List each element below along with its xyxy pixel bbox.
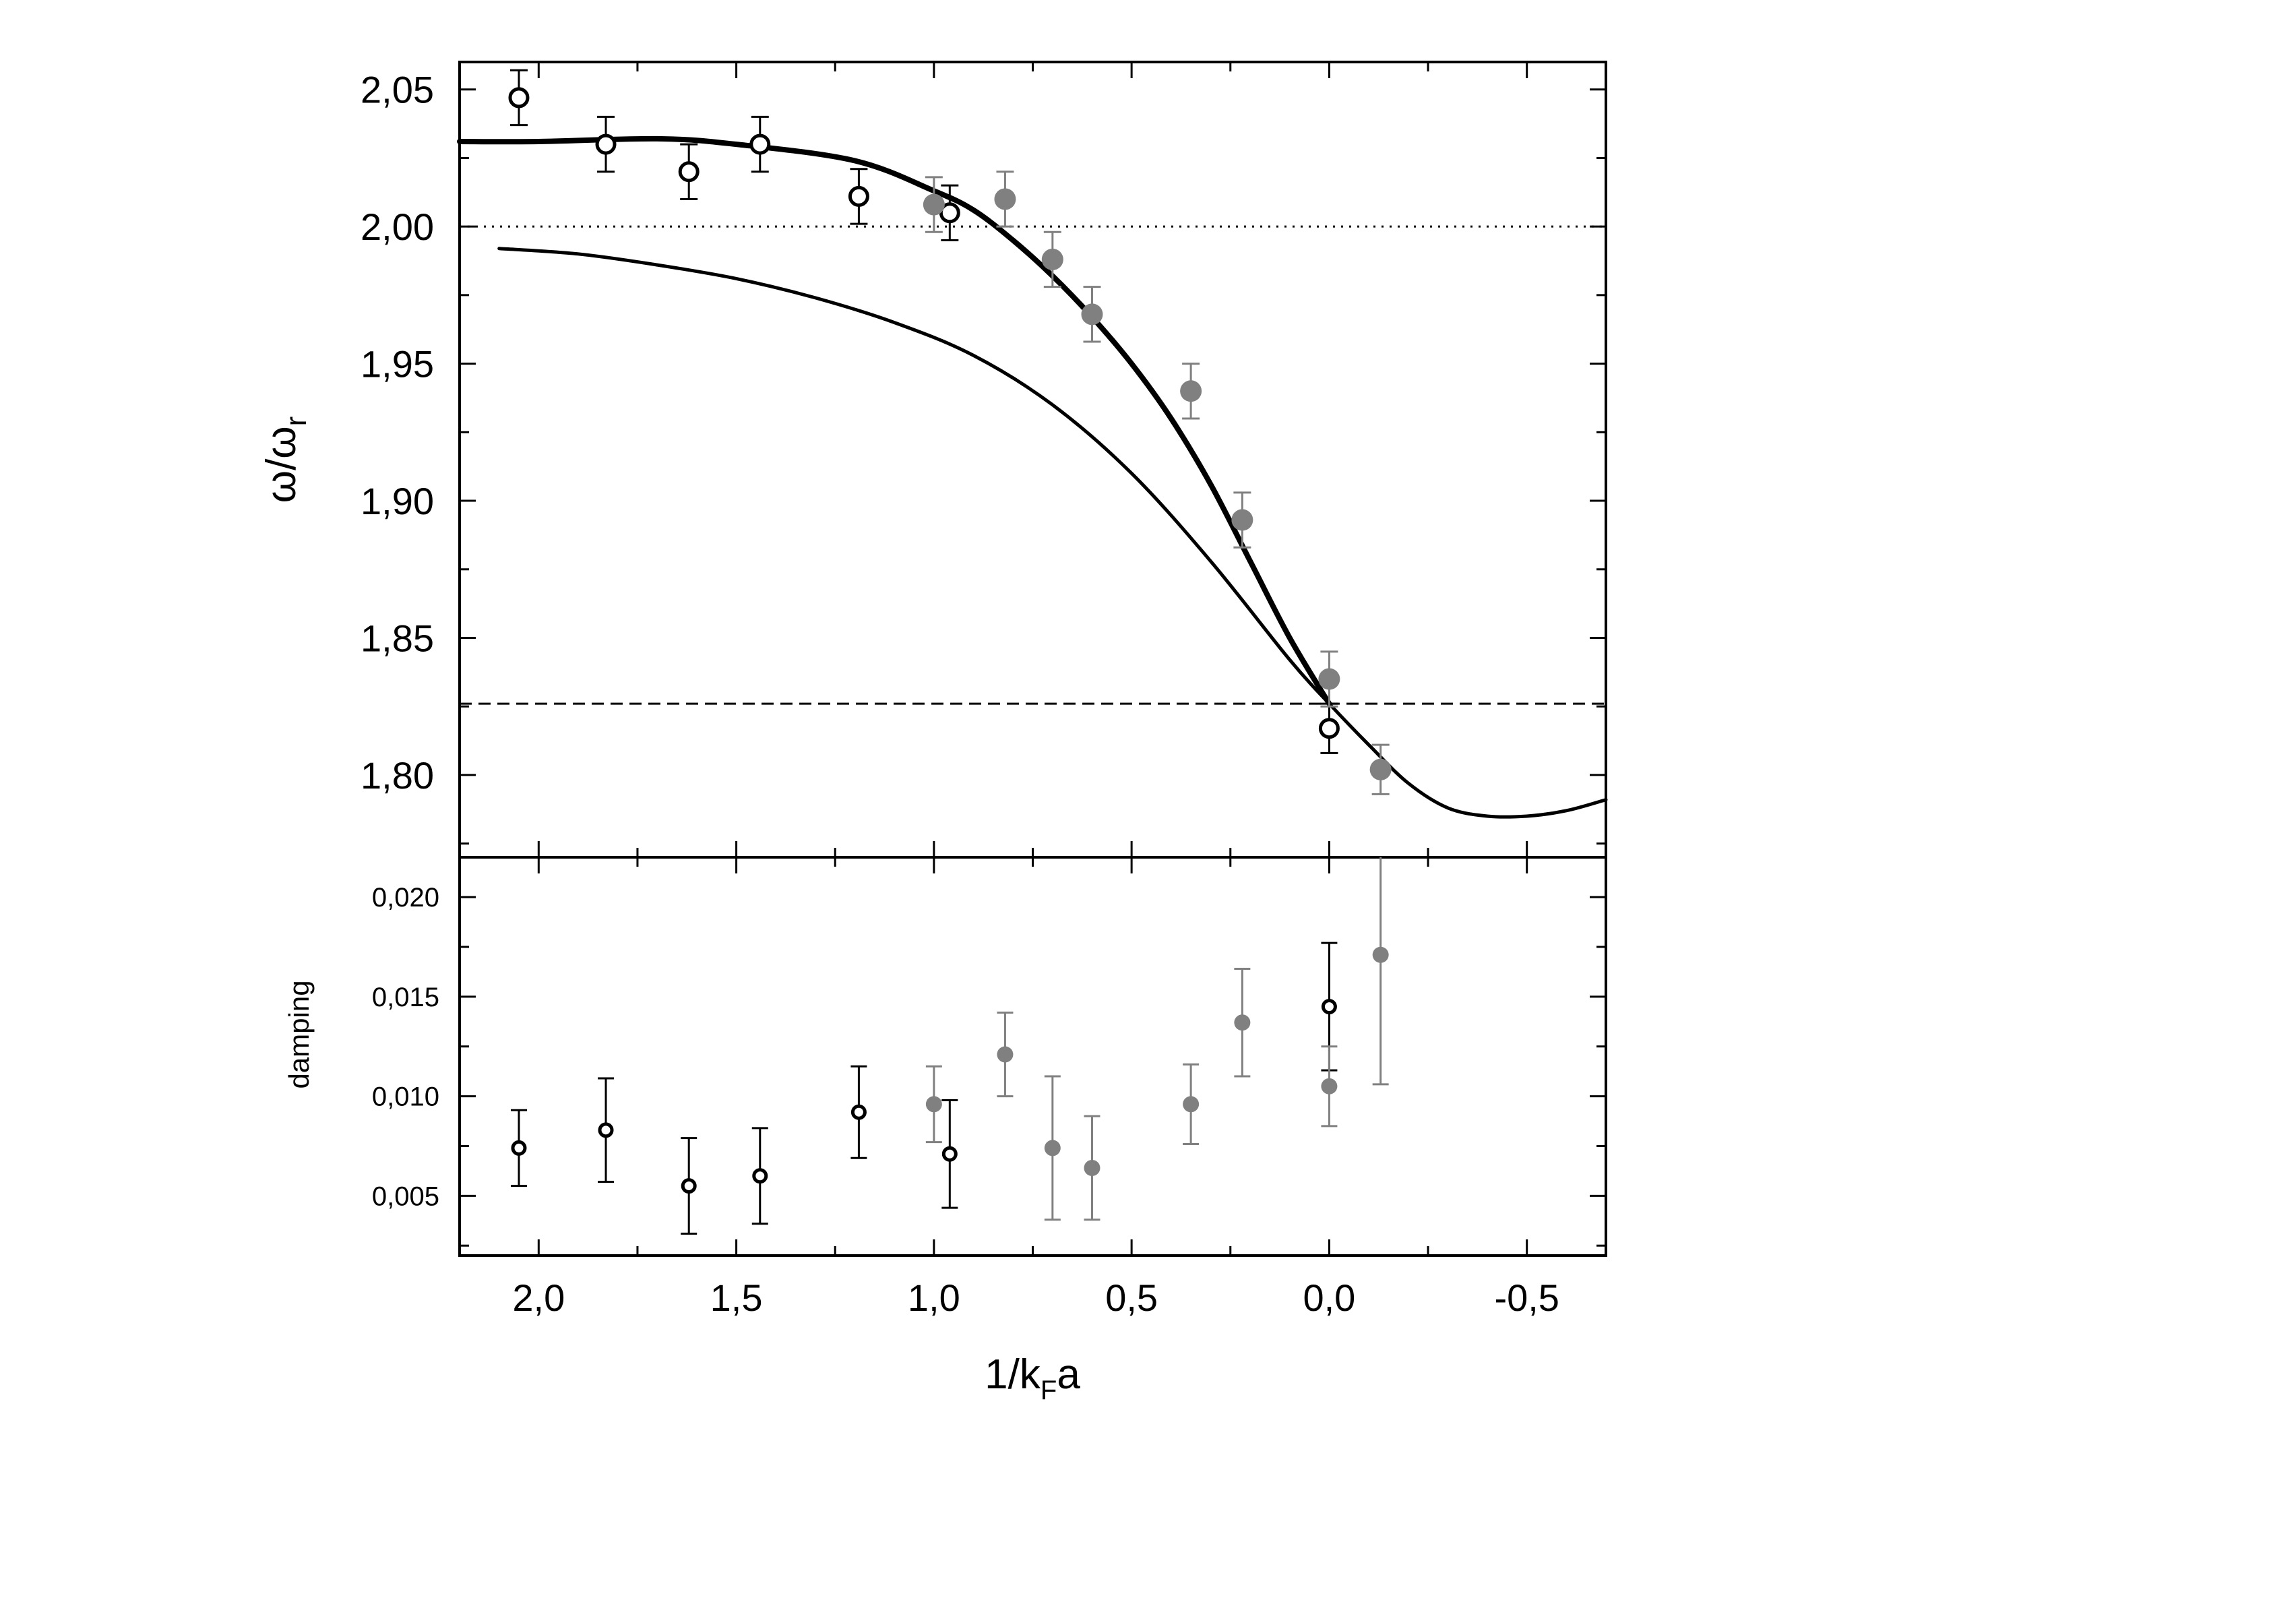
x-axis-title-main: 1/k (985, 1351, 1041, 1398)
x-axis-title-tail: a (1057, 1351, 1080, 1398)
top-point-open (1318, 718, 1340, 739)
bottom-point-open (941, 1146, 958, 1162)
top-y-tick-label: 1,95 (361, 343, 434, 385)
bottom-y-tick-label: 0,010 (372, 1082, 439, 1112)
bottom-y-axis-title: damping (283, 980, 315, 1088)
x-tick-label: 1,0 (908, 1276, 960, 1319)
top-y-tick-labels: 1,80 1,85 1,90 1,95 2,00 2,05 (361, 69, 434, 797)
bottom-errorbar (1372, 857, 1389, 1086)
bottom-point-open (850, 1104, 867, 1120)
top-point-filled (1369, 758, 1392, 780)
curve-thick (457, 135, 1332, 707)
top-y-tick-label: 1,90 (361, 480, 434, 522)
bottom-ticks (460, 857, 1606, 1256)
bottom-y-tick-label: 0,005 (372, 1181, 439, 1211)
bottom-point-open (752, 1168, 768, 1184)
top-point-open (749, 133, 771, 155)
top-y-tick-label: 1,80 (361, 754, 434, 797)
x-tick-label: 0,5 (1105, 1276, 1158, 1319)
bottom-point-filled (997, 1046, 1014, 1063)
top-y-tick-label: 1,85 (361, 617, 434, 659)
top-y-axis-title-main: ω/ω (258, 426, 305, 503)
top-point-open (939, 202, 960, 224)
bottom-point-open (681, 1178, 697, 1194)
x-tick-label: 0,0 (1303, 1276, 1355, 1319)
top-points (508, 87, 1392, 780)
top-y-tick-label: 2,00 (361, 206, 434, 248)
top-point-filled (1041, 248, 1063, 270)
top-y-axis-title: ω/ωr (258, 417, 313, 503)
top-point-open (848, 185, 869, 207)
x-axis-title: 1/kFa (985, 1351, 1080, 1405)
bottom-point-filled (1372, 946, 1389, 963)
top-point-open (595, 133, 617, 155)
top-point-open (508, 87, 530, 109)
top-point-filled (1081, 303, 1103, 326)
top-reference-lines (460, 225, 1606, 705)
bottom-panel: 0,005 0,010 0,015 0,020 2,0 1,5 1,0 0,5 0,0 -0,5… (283, 856, 1607, 1405)
top-point-filled (994, 188, 1016, 210)
curve-thin (497, 247, 1608, 819)
bottom-y-tick-labels: 0,005 0,010 0,015 0,020 (372, 883, 439, 1211)
x-tick-label: 2,0 (512, 1276, 565, 1319)
bottom-point-filled (925, 1096, 942, 1113)
bottom-y-tick-label: 0,020 (372, 883, 439, 913)
top-y-tick-label: 2,05 (361, 69, 434, 111)
top-ticks (460, 62, 1606, 857)
bottom-point-filled (1183, 1096, 1200, 1113)
x-tick-label: 1,5 (710, 1276, 763, 1319)
bottom-point-filled (1044, 1140, 1061, 1156)
bottom-y-tick-label: 0,015 (372, 983, 439, 1012)
top-curves (457, 135, 1608, 819)
top-panel: 1,80 1,85 1,90 1,95 2,00 2,05 ω/ωr (258, 61, 1608, 859)
top-point-filled (1180, 380, 1202, 402)
bottom-point-filled (1234, 1014, 1251, 1031)
bottom-points (511, 946, 1389, 1194)
bottom-point-open (598, 1122, 614, 1138)
top-point-filled (1231, 509, 1253, 531)
top-y-axis-title-subscript: r (280, 417, 313, 427)
top-point-filled (923, 193, 945, 216)
bottom-point-filled (1084, 1159, 1100, 1176)
top-point-filled (1318, 668, 1340, 690)
x-axis-title-subscript: F (1041, 1376, 1057, 1405)
bottom-point-open (1321, 999, 1337, 1015)
bottom-point-open (511, 1140, 527, 1156)
bottom-point-filled (1321, 1078, 1338, 1094)
x-tick-label: -0,5 (1494, 1276, 1559, 1319)
top-point-open (678, 161, 700, 183)
x-tick-labels: 2,0 1,5 1,0 0,5 0,0 -0,5 (512, 1276, 1559, 1319)
